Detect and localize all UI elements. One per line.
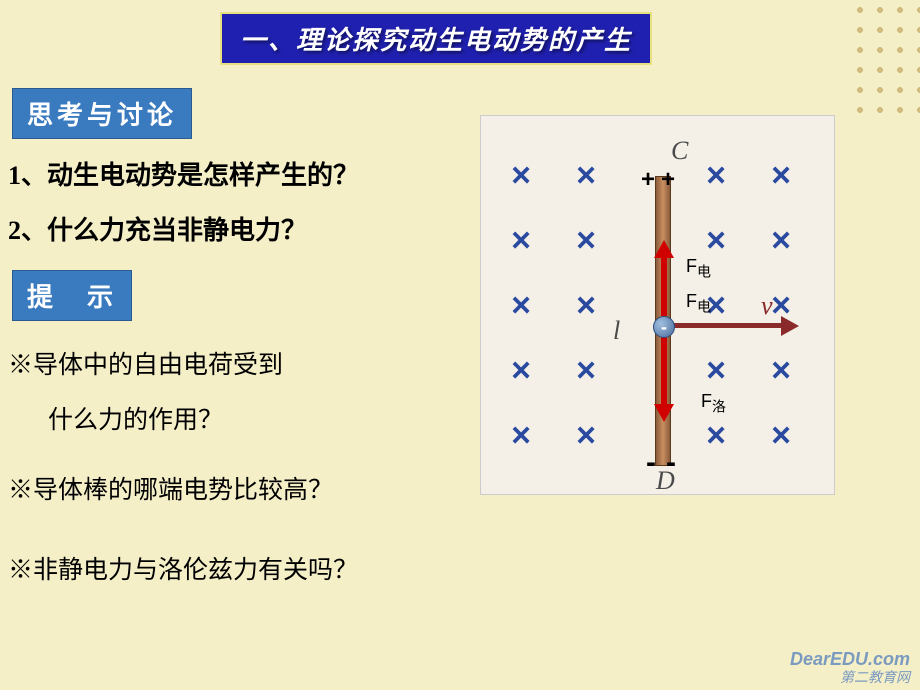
hint-3: ※非静电力与洛伦兹力有关吗？ (8, 550, 358, 586)
physics-diagram: ×××××××××××××××××××× C D l v + + - - - F… (480, 115, 835, 495)
watermark: DearEDU.com 第二教育网 (790, 650, 910, 685)
field-x-mark: × (511, 417, 531, 456)
minus-charge-2: - (666, 446, 676, 480)
field-x-mark: × (511, 352, 531, 391)
decorative-pattern (850, 0, 920, 120)
question-2: 2、什么力充当非静电力？ (8, 210, 307, 247)
field-x-mark: × (576, 417, 596, 456)
field-x-mark: × (771, 157, 791, 196)
force-arrow-up (661, 256, 667, 316)
field-x-mark: × (511, 287, 531, 326)
force-arrow-down (661, 336, 667, 406)
watermark-line-2: 第二教育网 (840, 669, 910, 685)
hint-1-line-b: 什么力的作用？ (48, 400, 223, 436)
field-x-mark: × (706, 157, 726, 196)
label-c: C (671, 136, 688, 166)
hint-label: 提 示 (12, 270, 132, 321)
force-label-lorentz: F洛 (701, 391, 726, 417)
field-x-mark: × (511, 222, 531, 261)
section-title: 一、理论探究动生电动势的产生 (220, 12, 652, 65)
question-1: 1、动生电动势是怎样产生的？ (8, 155, 359, 192)
negative-charge-icon: - (653, 316, 675, 338)
field-x-mark: × (576, 352, 596, 391)
force-label-electric-1: F电 (686, 256, 711, 282)
force-label-electric-2: F电 (686, 291, 711, 317)
hint-1-line-a: ※导体中的自由电荷受到 (8, 345, 283, 381)
hint-2: ※导体棒的哪端电势比较高？ (8, 470, 333, 506)
field-x-mark: × (706, 417, 726, 456)
field-x-mark: × (771, 222, 791, 261)
field-x-mark: × (511, 157, 531, 196)
field-x-mark: × (576, 287, 596, 326)
watermark-line-1: DearEDU.com (790, 649, 910, 669)
field-x-mark: × (771, 352, 791, 391)
think-discuss-label: 思考与讨论 (12, 88, 192, 139)
field-x-mark: × (706, 222, 726, 261)
label-v: v (761, 291, 773, 321)
field-x-mark: × (576, 157, 596, 196)
plus-charge-2: + (661, 166, 675, 194)
minus-charge-1: - (646, 446, 656, 480)
field-x-mark: × (771, 417, 791, 456)
field-x-mark: × (576, 222, 596, 261)
field-x-mark: × (706, 352, 726, 391)
plus-charge-1: + (641, 166, 655, 194)
label-l: l (613, 316, 620, 346)
velocity-arrow (673, 323, 783, 328)
